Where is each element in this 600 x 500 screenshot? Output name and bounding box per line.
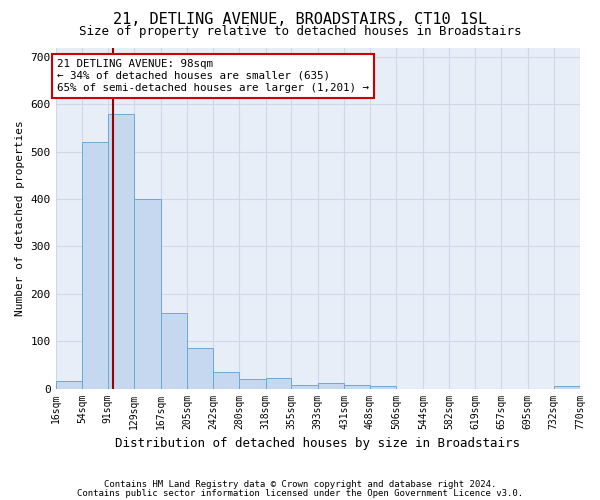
Bar bbox=[318, 383, 344, 388]
Text: Contains HM Land Registry data © Crown copyright and database right 2024.: Contains HM Land Registry data © Crown c… bbox=[104, 480, 496, 489]
Text: 21, DETLING AVENUE, BROADSTAIRS, CT10 1SL: 21, DETLING AVENUE, BROADSTAIRS, CT10 1S… bbox=[113, 12, 487, 28]
Bar bbox=[213, 372, 239, 388]
Bar bbox=[56, 382, 82, 388]
Bar bbox=[292, 385, 318, 388]
Bar bbox=[370, 386, 397, 388]
Bar bbox=[344, 385, 370, 388]
Bar bbox=[239, 379, 266, 388]
Text: Contains public sector information licensed under the Open Government Licence v3: Contains public sector information licen… bbox=[77, 490, 523, 498]
Bar bbox=[187, 348, 213, 389]
Bar bbox=[554, 386, 580, 388]
Text: Size of property relative to detached houses in Broadstairs: Size of property relative to detached ho… bbox=[79, 25, 521, 38]
Y-axis label: Number of detached properties: Number of detached properties bbox=[15, 120, 25, 316]
Bar bbox=[161, 313, 187, 388]
Text: 21 DETLING AVENUE: 98sqm
← 34% of detached houses are smaller (635)
65% of semi-: 21 DETLING AVENUE: 98sqm ← 34% of detach… bbox=[57, 60, 369, 92]
Bar bbox=[134, 199, 161, 388]
Bar bbox=[266, 378, 292, 388]
Bar bbox=[108, 114, 134, 388]
X-axis label: Distribution of detached houses by size in Broadstairs: Distribution of detached houses by size … bbox=[115, 437, 520, 450]
Bar bbox=[82, 142, 108, 388]
